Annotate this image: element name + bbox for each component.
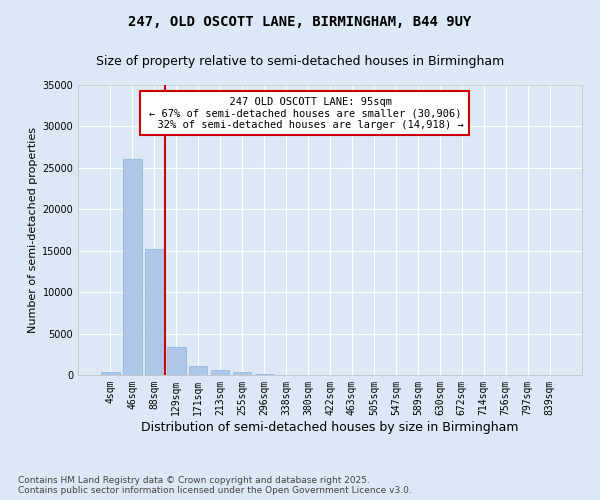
Bar xyxy=(189,366,208,375)
Bar xyxy=(211,370,229,375)
Bar xyxy=(145,249,164,375)
Bar xyxy=(101,372,119,375)
Bar xyxy=(123,158,142,375)
Bar xyxy=(233,372,251,375)
Text: Size of property relative to semi-detached houses in Birmingham: Size of property relative to semi-detach… xyxy=(96,55,504,68)
Text: Contains HM Land Registry data © Crown copyright and database right 2025.
Contai: Contains HM Land Registry data © Crown c… xyxy=(18,476,412,495)
Y-axis label: Number of semi-detached properties: Number of semi-detached properties xyxy=(28,127,38,333)
Text: 247, OLD OSCOTT LANE, BIRMINGHAM, B44 9UY: 247, OLD OSCOTT LANE, BIRMINGHAM, B44 9U… xyxy=(128,15,472,29)
Bar xyxy=(167,347,185,375)
Bar xyxy=(255,374,274,375)
Text: 247 OLD OSCOTT LANE: 95sqm
← 67% of semi-detached houses are smaller (30,906)
  : 247 OLD OSCOTT LANE: 95sqm ← 67% of semi… xyxy=(145,96,464,130)
X-axis label: Distribution of semi-detached houses by size in Birmingham: Distribution of semi-detached houses by … xyxy=(141,420,519,434)
